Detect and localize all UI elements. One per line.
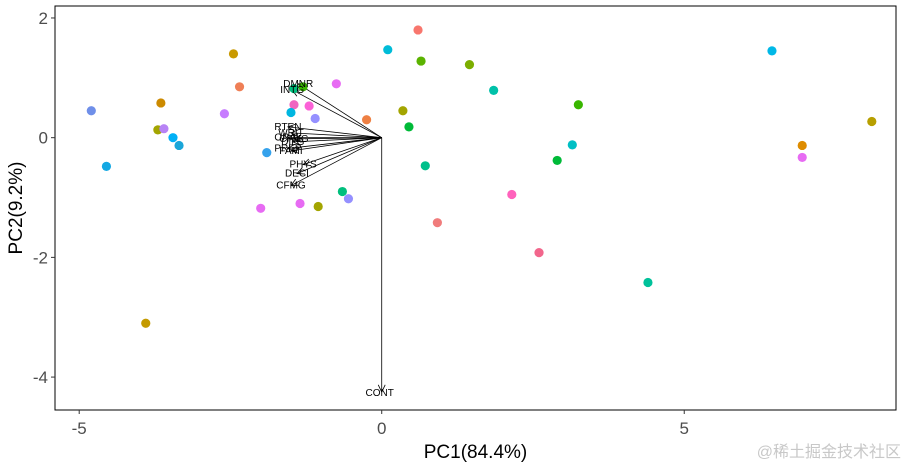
plot-panel — [54, 5, 897, 411]
y-tick-label: 0 — [39, 129, 48, 148]
score-point — [767, 46, 777, 56]
score-point — [383, 45, 393, 55]
score-point — [174, 140, 184, 151]
loading-vector-label: WRIT — [278, 128, 304, 139]
score-point — [310, 113, 320, 124]
loading-vector-label: INTG — [280, 85, 304, 96]
score-point — [573, 100, 583, 110]
loading-vector-label: CFMG — [279, 134, 309, 145]
y-tick-label: 2 — [39, 9, 48, 28]
loading-vector-arrowhead — [302, 158, 312, 166]
loading-vector-line — [290, 137, 382, 152]
loading-vector-label: ORAL — [274, 133, 302, 144]
y-axis-title: PC2(9.2%) — [6, 162, 27, 255]
score-point — [86, 106, 96, 116]
score-point — [416, 56, 426, 66]
score-point — [797, 152, 807, 163]
loading-vector-arrowhead — [290, 146, 299, 154]
score-point — [361, 115, 372, 125]
loading-vector-line — [298, 83, 382, 139]
loading-vector-line — [302, 137, 382, 165]
score-point — [643, 277, 653, 288]
loading-vector-label: RTEN — [274, 122, 301, 133]
score-point — [289, 100, 299, 110]
loading-vector-arrowhead — [293, 134, 302, 143]
loading-vector-label: CONT — [366, 388, 394, 399]
x-tick-label: 0 — [377, 419, 386, 438]
score-point — [420, 161, 430, 171]
loading-vector-line — [290, 132, 382, 139]
score-points — [86, 25, 877, 328]
loading-vector-label: CFMG — [276, 181, 306, 192]
score-point — [295, 198, 305, 209]
score-point — [867, 116, 877, 127]
score-point — [289, 83, 299, 94]
loading-vector-arrowhead — [287, 133, 296, 142]
score-point — [337, 186, 347, 197]
score-point — [413, 25, 423, 35]
loading-vector-line — [290, 137, 382, 186]
x-tick-label: 5 — [680, 419, 689, 438]
score-point — [141, 318, 151, 328]
score-point — [298, 82, 308, 92]
score-point — [797, 140, 807, 151]
score-point — [159, 124, 169, 134]
loading-vector-arrowhead — [291, 137, 301, 146]
loading-vector-line — [292, 137, 382, 143]
score-point — [489, 85, 499, 95]
axes: -5 0 5 -4 -2 0 2 — [33, 9, 689, 438]
score-point — [228, 49, 239, 59]
loading-vector-labels: DMNRINTGRTENWRITORALDILGCFMGPREPFAMIPHYS… — [274, 79, 394, 399]
loading-vector-arrowhead — [290, 178, 299, 186]
loading-vector-line — [287, 126, 382, 139]
score-point — [168, 133, 178, 143]
y-tick-label: -2 — [33, 248, 48, 267]
score-point — [313, 201, 323, 212]
x-tick-label: -5 — [72, 419, 87, 438]
score-point — [464, 60, 475, 70]
score-point — [219, 109, 230, 119]
loading-vector-arrowhead — [287, 123, 296, 132]
score-point — [404, 122, 414, 132]
score-point — [262, 148, 272, 158]
loading-vector-label: PHYS — [289, 160, 317, 171]
score-point — [398, 106, 408, 116]
loading-vector-label: PREP — [274, 143, 302, 154]
score-point — [156, 98, 166, 108]
loading-vector-line — [291, 89, 382, 139]
score-point — [507, 189, 517, 200]
score-point — [256, 203, 266, 213]
loading-vector-label: DILG — [281, 137, 305, 148]
score-point — [234, 82, 245, 92]
loading-vector-line — [287, 137, 382, 149]
loading-vector-arrowhead — [377, 384, 386, 393]
loading-vectors — [287, 83, 386, 393]
score-point — [101, 161, 112, 172]
score-point — [534, 247, 544, 258]
y-tick-label: -4 — [33, 368, 48, 387]
loading-vector-line — [293, 137, 382, 140]
score-point — [552, 155, 562, 166]
watermark-text: @稀土掘金技术社区 — [756, 444, 901, 461]
loading-vector-line — [296, 137, 382, 174]
loading-vector-arrowhead — [296, 167, 306, 175]
loading-vector-label: DECI — [285, 169, 309, 180]
loading-vector-label: DMNR — [283, 79, 313, 90]
score-point — [304, 101, 314, 111]
x-axis-title: PC1(84.4%) — [424, 442, 528, 463]
score-point — [567, 140, 577, 150]
score-point — [343, 194, 354, 204]
loading-vector-arrowhead — [290, 129, 299, 138]
score-point — [331, 79, 341, 89]
score-point — [432, 218, 442, 228]
loading-vector-label: FAMI — [279, 146, 302, 157]
score-point — [286, 107, 296, 118]
